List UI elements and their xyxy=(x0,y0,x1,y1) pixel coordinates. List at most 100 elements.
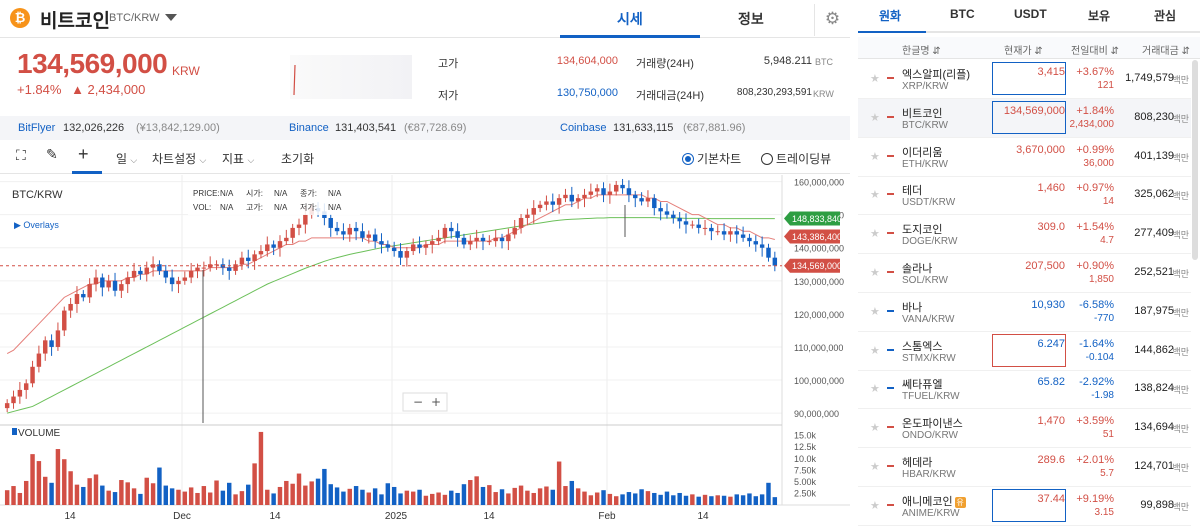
tab-holdings[interactable]: 보유 xyxy=(1088,9,1111,23)
star-icon[interactable]: ★ xyxy=(870,344,880,357)
change-amount: 5.7 xyxy=(1100,468,1114,479)
volume-unit: 백만 xyxy=(1172,75,1189,85)
star-icon[interactable]: ★ xyxy=(870,305,880,318)
list-item[interactable]: ★ 스톰엑스 STMX/KRW 6.247 -1.64% -0.104 144,862 백만 xyxy=(858,332,1191,371)
tab-info[interactable]: 정보 xyxy=(738,11,764,27)
header-name[interactable]: 한글명 ⇵ xyxy=(902,46,941,57)
candle xyxy=(360,231,365,238)
star-icon[interactable]: ★ xyxy=(870,189,880,202)
volume-bar xyxy=(290,483,295,505)
chart-canvas[interactable]: 160,000,000150,000,000140,000,000130,000… xyxy=(0,175,850,526)
fullscreen-icon[interactable]: ⛶ xyxy=(16,147,26,163)
change-amount: 1,850 xyxy=(1088,274,1114,285)
high-value: 134,604,000 xyxy=(556,55,618,67)
candle xyxy=(106,280,111,288)
change-percent: +1.54% xyxy=(1076,221,1114,234)
volume-bar xyxy=(169,488,175,505)
star-icon[interactable]: ★ xyxy=(870,383,880,396)
volume-bar xyxy=(309,481,314,505)
star-icon[interactable]: ★ xyxy=(870,267,880,279)
candle xyxy=(614,184,619,192)
candle xyxy=(11,396,16,404)
indicators-dropdown[interactable]: 지표 ⌵ xyxy=(222,150,254,167)
volume-bar xyxy=(569,480,575,505)
coin-name: 애니메코인 유 xyxy=(902,495,966,508)
volume-bar xyxy=(601,490,606,505)
volume-bar xyxy=(17,492,23,505)
volume-bar xyxy=(391,486,397,505)
candle xyxy=(772,257,778,266)
crosshair-icon[interactable]: + xyxy=(78,144,89,164)
list-item[interactable]: ★ 비트코인 BTC/KRW 134,569,000 +1.84% 2,434,000 80… xyxy=(858,98,1191,138)
candle xyxy=(436,237,441,242)
candle xyxy=(461,237,467,245)
list-item[interactable]: ★ 도지코인 DOGE/KRW 309.0 +1.54% 4.7 277,409 백만 xyxy=(858,215,1191,255)
list-item[interactable]: ★ 솔라나 SOL/KRW 207,500 +0.90% 1,850 252,521 백만 xyxy=(858,254,1191,293)
volume-bar xyxy=(341,491,346,505)
volume-bar xyxy=(4,490,10,505)
basic-chart-radio[interactable]: 기본차트 xyxy=(682,150,741,167)
star-icon[interactable]: ★ xyxy=(870,499,880,512)
tab-krw[interactable]: 원화 xyxy=(879,9,902,23)
candle xyxy=(417,244,422,248)
price-highlight-box xyxy=(992,100,1066,134)
list-item[interactable]: ★ 바나 VANA/KRW 10,930 -6.58% -770 187,975 백만 xyxy=(858,293,1191,332)
bitcoin-icon: ₿ xyxy=(10,8,30,28)
volume-bar xyxy=(537,488,543,505)
trade-volume: 187,975 xyxy=(1134,304,1174,317)
volume-bar xyxy=(430,493,435,505)
list-item[interactable]: ★ 쎄타퓨엘 TFUEL/KRW 65.82 -2.92% -1.98 138,824 백만 xyxy=(858,370,1191,410)
list-item[interactable]: ★ 애니메코인 유 ANIME/KRW 37.44 +9.19% 3.15 99,898 백만 xyxy=(858,487,1191,526)
tab-favorites[interactable]: 관심 xyxy=(1154,9,1177,23)
star-icon[interactable]: ★ xyxy=(870,461,880,473)
tab-market[interactable]: 시세 xyxy=(617,11,643,27)
scrollbar[interactable] xyxy=(1192,60,1198,260)
candle xyxy=(265,244,270,252)
header-change[interactable]: 전일대비 ⇵ xyxy=(1071,46,1119,57)
chart-settings-dropdown[interactable]: 차트설정 ⌵ xyxy=(152,150,206,167)
price-tag xyxy=(784,229,840,244)
volume-unit: 백만 xyxy=(1172,385,1189,396)
volume-bar xyxy=(93,474,99,505)
price-chart[interactable]: 160,000,000150,000,000140,000,000130,000… xyxy=(0,175,850,526)
candle xyxy=(709,227,714,232)
star-icon[interactable]: ★ xyxy=(870,111,880,124)
coin-symbol: STMX/KRW xyxy=(902,352,956,364)
period-dropdown[interactable]: 일 ⌵ xyxy=(116,150,137,167)
basic-chart-label: 기본차트 xyxy=(697,152,742,166)
tab-btc[interactable]: BTC xyxy=(950,7,975,21)
star-icon[interactable]: ★ xyxy=(870,150,880,163)
exchange-price: 132,026,226 xyxy=(63,122,125,134)
pencil-icon[interactable]: ✎ xyxy=(46,146,58,162)
list-item[interactable]: ★ 헤데라 HBAR/KRW 289.6 +2.01% 5.7 124,701 백만 xyxy=(858,448,1191,487)
reset-button[interactable]: 초기화 xyxy=(281,152,315,166)
list-item[interactable]: ★ 이더리움 ETH/KRW 3,670,000 +0.99% 36,000 401,139… xyxy=(858,138,1191,177)
gear-icon[interactable]: ⚙ xyxy=(814,4,850,36)
volume-tick-label: 5.00k xyxy=(794,477,817,487)
change-percent: +0.99% xyxy=(1076,143,1114,156)
price-highlight-box xyxy=(992,62,1066,95)
tab-usdt[interactable]: USDT xyxy=(1014,7,1047,21)
volume-bar xyxy=(188,487,194,505)
star-icon[interactable]: ★ xyxy=(870,422,880,435)
candle xyxy=(455,231,460,238)
list-item[interactable]: ★ 엑스알피(리플) XRP/KRW 3,415 +3.67% 121 1,749,579 백… xyxy=(858,60,1191,99)
volume-bar xyxy=(347,488,352,505)
candle xyxy=(715,231,720,233)
volume-bar xyxy=(658,494,663,505)
chevron-down-icon[interactable] xyxy=(165,14,177,21)
volume-bar xyxy=(772,497,778,505)
tradingview-radio[interactable]: 트레이딩뷰 xyxy=(761,150,831,167)
volume-unit: 백만 xyxy=(1172,346,1189,357)
list-item[interactable]: ★ 온도파이낸스 ONDO/KRW 1,470 +3.59% 51 134,694 백만 xyxy=(858,409,1191,449)
header-price[interactable]: 현재가 ⇵ xyxy=(1004,46,1043,57)
list-item[interactable]: ★ 테더 USDT/KRW 1,460 +0.97% 14 325,062 백만 xyxy=(858,176,1191,216)
star-icon[interactable]: ★ xyxy=(870,228,880,241)
trend-up-icon xyxy=(887,426,894,429)
star-icon[interactable]: ★ xyxy=(870,73,880,85)
trade-volume: 277,409 xyxy=(1134,227,1174,240)
volume-bar xyxy=(74,484,80,505)
y-tick-label: 130,000,000 xyxy=(794,277,844,287)
header-volume[interactable]: 거래대금 ⇵ xyxy=(1142,46,1190,57)
coin-name[interactable]: 비트코인 xyxy=(40,11,110,32)
